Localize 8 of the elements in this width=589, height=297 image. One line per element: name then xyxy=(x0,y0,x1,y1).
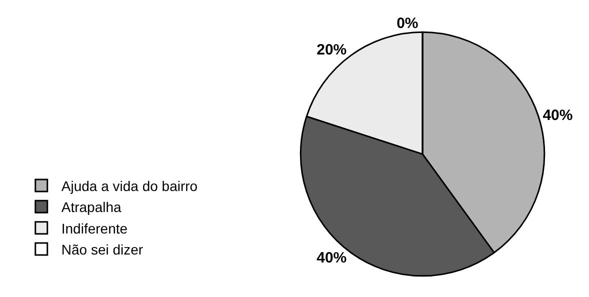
legend-label: Ajuda a vida do bairro xyxy=(61,178,198,194)
legend-label: Atrapalha xyxy=(61,199,122,216)
text: 0% xyxy=(396,15,418,32)
data-label: 40% xyxy=(316,250,347,267)
data-label: 20% xyxy=(316,41,347,58)
data-label: 40% xyxy=(542,107,573,124)
legend-label: Não sei dizer xyxy=(61,242,144,258)
legend-label: Indiferente xyxy=(61,220,128,236)
